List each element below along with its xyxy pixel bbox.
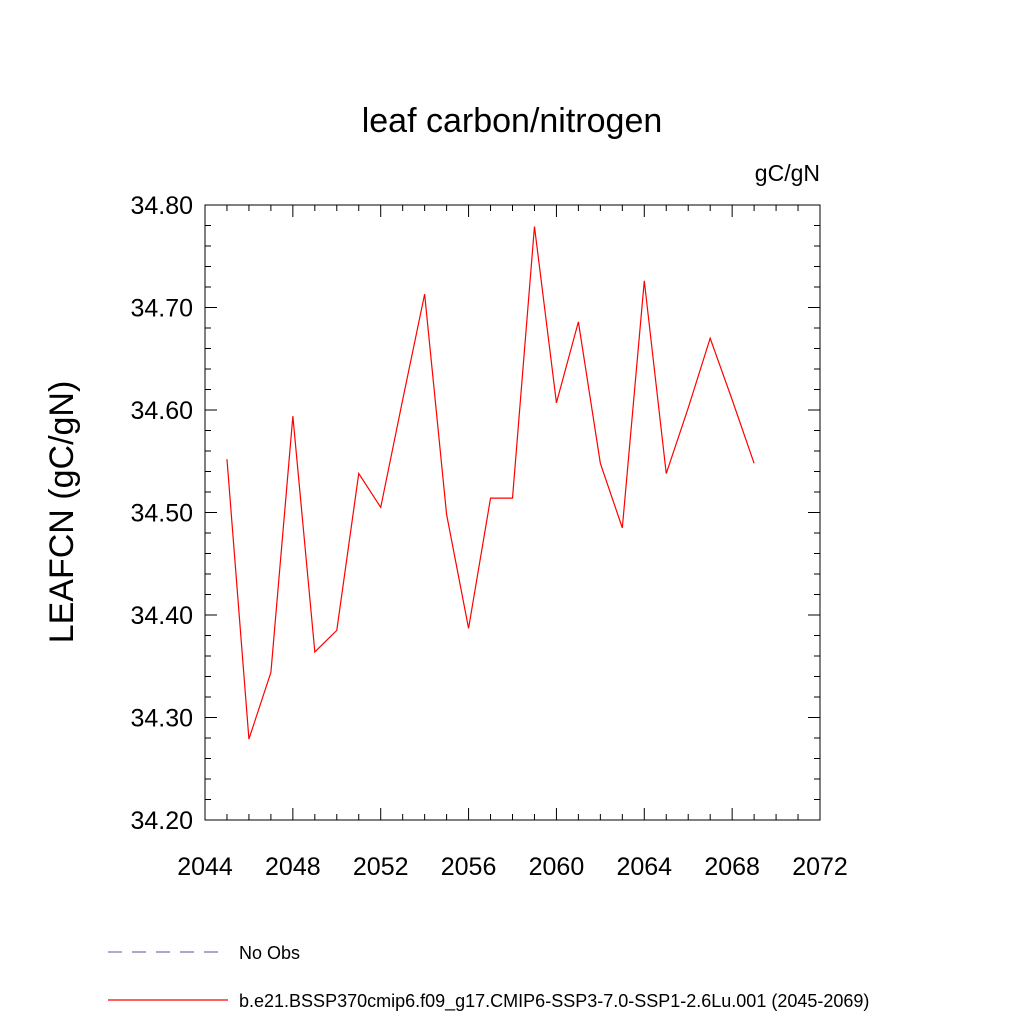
x-tick-label: 2072 — [792, 853, 848, 881]
y-tick-label: 34.70 — [130, 295, 193, 323]
y-tick-label: 34.60 — [130, 397, 193, 425]
y-axis-label: LEAFCN (gC/gN) — [43, 381, 81, 644]
y-tick-label: 34.20 — [130, 807, 193, 835]
x-tick-label: 2060 — [529, 853, 585, 881]
chart-title: leaf carbon/nitrogen — [362, 102, 663, 140]
x-tick-label: 2052 — [353, 853, 409, 881]
x-axis: 2044 2048 2052 2056 2060 2064 2068 2072 — [177, 205, 848, 881]
x-tick-label: 2068 — [704, 853, 760, 881]
y-tick-label: 34.80 — [130, 192, 193, 220]
plot-frame — [204, 204, 821, 821]
legend-label: b.e21.BSSP370cmip6.f09_g17.CMIP6-SSP3-7.… — [239, 991, 869, 1012]
y-axis: 34.20 34.30 34.40 34.50 34.60 34.70 34.80 — [130, 192, 820, 835]
x-tick-label: 2048 — [265, 853, 321, 881]
series-layer — [226, 226, 755, 740]
x-tick-label: 2056 — [441, 853, 497, 881]
series-line — [226, 226, 755, 740]
y-tick-label: 34.30 — [130, 705, 193, 733]
legend: No Obs b.e21.BSSP370cmip6.f09_g17.CMIP6-S… — [108, 943, 869, 1012]
units-label: gC/gN — [755, 160, 820, 186]
x-tick-label: 2064 — [616, 853, 672, 881]
y-tick-label: 34.40 — [130, 602, 193, 630]
x-tick-label: 2044 — [177, 853, 233, 881]
legend-label: No Obs — [239, 943, 300, 963]
y-tick-label: 34.50 — [130, 500, 193, 528]
